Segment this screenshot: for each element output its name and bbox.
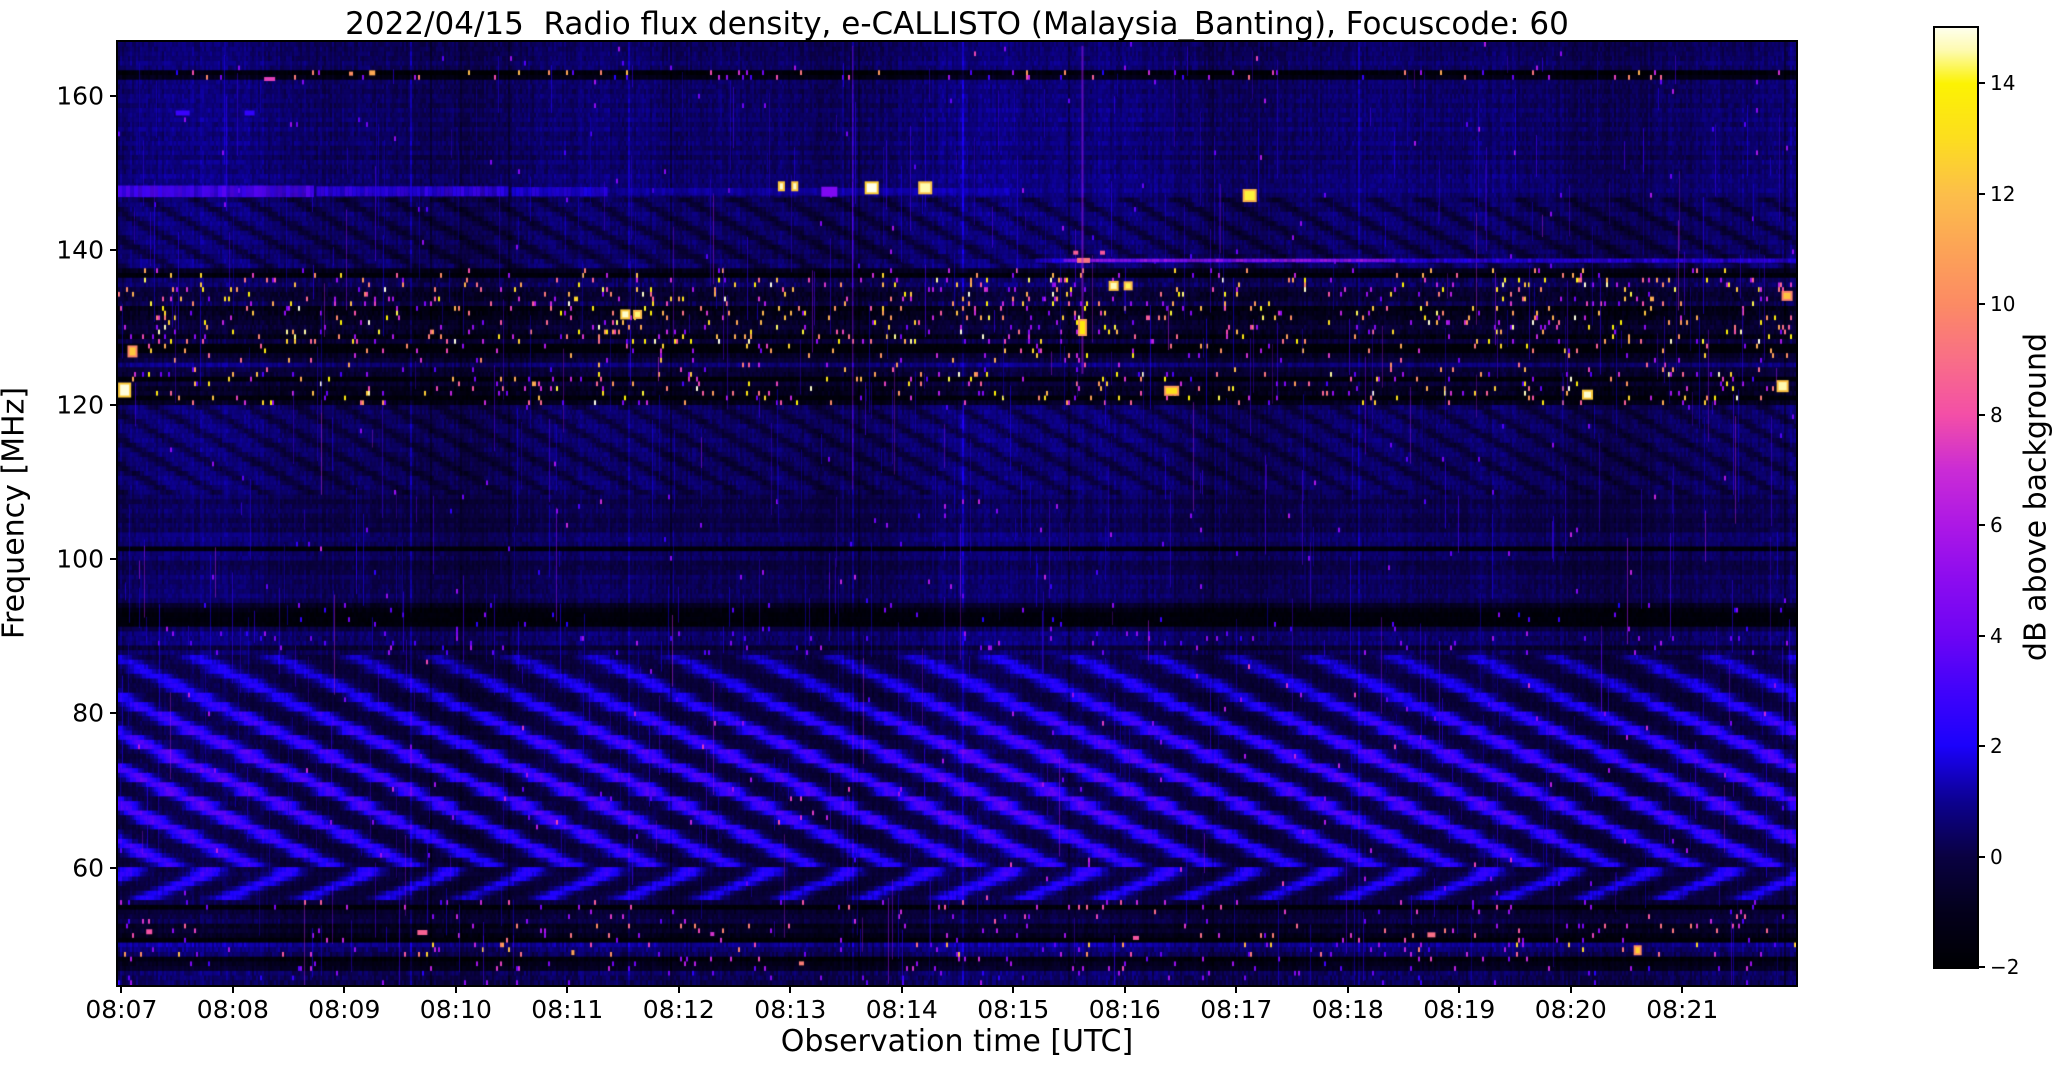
colorbar-tick-label: 8: [1990, 402, 2003, 427]
colorbar-tick-mark: [1977, 524, 1985, 527]
colorbar-tick-mark: [1977, 966, 1985, 968]
colorbar-tick-mark: [1977, 192, 1985, 195]
x-tick-label: 08:16: [1088, 995, 1161, 1024]
colorbar-tick-mark: [1977, 413, 1985, 416]
colorbar-tick-label: 14: [1990, 71, 2016, 96]
y-tick-label: 160: [56, 81, 104, 111]
colorbar-tick-label: 2: [1990, 734, 2003, 759]
x-axis-label: Observation time [UTC]: [780, 1024, 1134, 1059]
chart-title: 2022/04/15 Radio flux density, e-CALLIST…: [345, 6, 1569, 42]
x-tick-label: 08:12: [642, 995, 715, 1024]
colorbar-tick-mark: [1977, 745, 1985, 748]
x-tick-label: 08:20: [1534, 995, 1607, 1024]
x-tick-mark: [1123, 985, 1126, 993]
y-tick-mark: [110, 249, 118, 252]
x-tick-mark: [343, 985, 346, 993]
x-tick-label: 08:18: [1311, 995, 1384, 1024]
x-tick-mark: [789, 985, 792, 993]
x-tick-mark: [1012, 985, 1015, 993]
colorbar-tick-mark: [1977, 82, 1985, 85]
y-tick-label: 120: [56, 390, 104, 420]
colorbar-tick-label: 12: [1990, 181, 2016, 206]
colorbar-tick-mark: [1977, 303, 1985, 306]
x-tick-mark: [1346, 985, 1349, 993]
colorbar: [1933, 26, 1979, 969]
y-tick-mark: [110, 558, 118, 561]
x-tick-mark: [1458, 985, 1461, 993]
x-tick-mark: [1569, 985, 1572, 993]
y-tick-mark: [110, 95, 118, 98]
colorbar-tick-label: 6: [1990, 513, 2003, 538]
y-tick-label: 140: [56, 235, 104, 265]
x-tick-label: 08:14: [865, 995, 938, 1024]
x-tick-mark: [900, 985, 903, 993]
x-tick-mark: [677, 985, 680, 993]
x-tick-label: 08:10: [419, 995, 492, 1024]
y-tick-label: 60: [72, 853, 104, 883]
x-tick-label: 08:13: [754, 995, 827, 1024]
y-tick-mark: [110, 866, 118, 869]
x-tick-label: 08:08: [196, 995, 269, 1024]
x-tick-label: 08:21: [1646, 995, 1719, 1024]
x-tick-label: 08:07: [85, 995, 158, 1024]
colorbar-tick-label: 4: [1990, 623, 2003, 648]
x-tick-mark: [566, 985, 569, 993]
x-tick-mark: [1681, 985, 1684, 993]
colorbar-canvas: [1935, 28, 1977, 967]
x-tick-label: 08:09: [308, 995, 381, 1024]
y-tick-label: 100: [56, 544, 104, 574]
y-tick-mark: [110, 403, 118, 406]
spectrogram-plot-area: [116, 40, 1798, 987]
x-tick-mark: [231, 985, 234, 993]
colorbar-tick-label: 0: [1990, 844, 2003, 869]
x-tick-mark: [120, 985, 123, 993]
y-tick-label: 80: [72, 698, 104, 728]
x-tick-mark: [454, 985, 457, 993]
spectrogram-canvas: [118, 42, 1796, 985]
colorbar-tick-label: 10: [1990, 292, 2016, 317]
x-tick-label: 08:17: [1200, 995, 1273, 1024]
x-tick-mark: [1235, 985, 1238, 993]
x-tick-label: 08:15: [977, 995, 1050, 1024]
x-tick-label: 08:11: [531, 995, 604, 1024]
colorbar-tick-label: −2: [1990, 955, 2020, 979]
colorbar-tick-mark: [1977, 855, 1985, 858]
colorbar-tick-mark: [1977, 634, 1985, 637]
x-tick-label: 08:19: [1423, 995, 1496, 1024]
y-tick-mark: [110, 712, 118, 715]
